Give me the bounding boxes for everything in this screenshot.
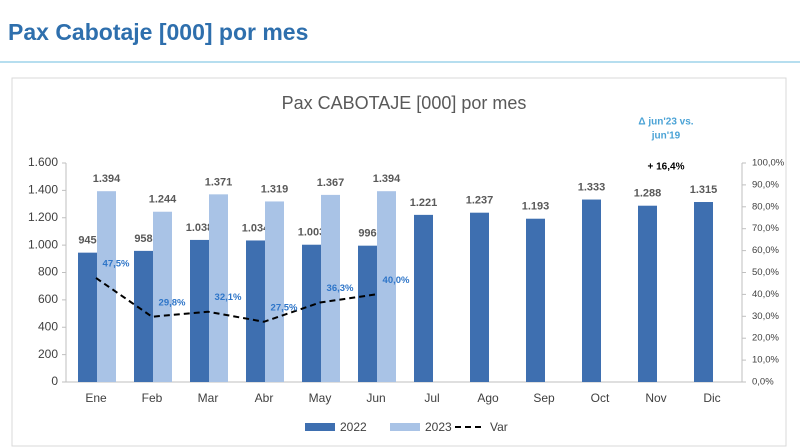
x-tick-label: Feb (142, 391, 163, 405)
bar (321, 194, 340, 382)
y-tick-label: 1.200 (28, 210, 58, 224)
bar-label: 1.003 (298, 227, 326, 239)
y-tick-label: 0 (51, 374, 58, 388)
line-label: 29,8% (159, 297, 186, 308)
y2-tick-label: 0,0% (752, 377, 774, 388)
bar-label: 996 (358, 228, 376, 240)
bar (134, 250, 153, 382)
y2-tick-label: 20,0% (752, 333, 779, 344)
y-tick-label: 400 (38, 319, 58, 333)
bar-label: 1.319 (261, 183, 289, 195)
line (95, 277, 377, 323)
annotation: + 16,4% (648, 162, 685, 173)
y2-tick-label: 100,0% (752, 158, 785, 169)
annotation: jun'19 (651, 131, 681, 142)
bar (209, 194, 228, 382)
bar (302, 244, 321, 382)
bar (582, 199, 601, 382)
bar-label: 1.288 (634, 188, 662, 200)
y-tick-label: 800 (38, 265, 58, 279)
bar-label: 1.315 (690, 184, 718, 196)
bar (153, 211, 172, 382)
x-tick-label: Mar (198, 391, 219, 405)
y2-tick-label: 60,0% (752, 245, 779, 256)
x-tick-label: Ene (85, 391, 107, 405)
legend-swatch (390, 423, 420, 431)
y-tick-label: 1.400 (28, 183, 58, 197)
y-tick-label: 600 (38, 292, 58, 306)
x-tick-label: Nov (645, 391, 666, 405)
bar (377, 191, 396, 382)
bar-label: 1.394 (93, 173, 121, 185)
bar (246, 240, 265, 382)
legend-label: 2022 (340, 420, 367, 434)
bar-label: 1.221 (410, 197, 438, 209)
y-tick-label: 1.600 (28, 155, 58, 169)
bar (78, 252, 97, 382)
x-tick-label: Dic (703, 391, 720, 405)
x-tick-label: Oct (591, 391, 610, 405)
y2-tick-label: 30,0% (752, 311, 779, 322)
line-label: 47,5% (103, 258, 130, 269)
annotation: Δ jun'23 vs. (638, 117, 693, 128)
y2-tick-label: 50,0% (752, 267, 779, 278)
bar-label: 1.367 (317, 177, 345, 189)
x-tick-label: Sep (533, 391, 555, 405)
bar-label: 1.333 (578, 181, 606, 193)
bar (694, 202, 713, 382)
line-label: 36,3% (327, 283, 354, 294)
y2-tick-label: 10,0% (752, 355, 779, 366)
chart-title: Pax CABOTAJE [000] por mes (282, 93, 527, 113)
bar-label: 1.034 (242, 222, 270, 234)
line-label: 27,5% (271, 302, 298, 313)
bar-label: 945 (78, 235, 96, 247)
bar (358, 245, 377, 382)
line-label: 40,0% (383, 275, 410, 286)
x-tick-label: Jul (424, 391, 439, 405)
y2-tick-label: 40,0% (752, 289, 779, 300)
slide-title: Pax Cabotaje [000] por mes (8, 19, 308, 45)
bar (190, 239, 209, 382)
bar (265, 201, 284, 382)
x-tick-label: Abr (255, 391, 274, 405)
bar-label: 1.244 (149, 194, 177, 206)
y-tick-label: 1.000 (28, 237, 58, 251)
y2-tick-label: 70,0% (752, 223, 779, 234)
bar-label: 1.193 (522, 201, 550, 213)
x-tick-label: Ago (477, 391, 499, 405)
y-tick-label: 200 (38, 347, 58, 361)
legend-label: Var (490, 420, 508, 434)
bar (470, 212, 489, 382)
bar-label: 1.038 (186, 222, 214, 234)
y2-tick-label: 90,0% (752, 179, 779, 190)
legend-label: 2023 (425, 420, 452, 434)
bar (638, 205, 657, 382)
bar-label: 1.237 (466, 195, 494, 207)
x-tick-label: Jun (366, 391, 385, 405)
legend-swatch (305, 423, 335, 431)
bar-label: 958 (134, 233, 152, 245)
bar (526, 218, 545, 382)
x-tick-label: May (309, 391, 332, 405)
bar (97, 191, 116, 382)
bar-label: 1.394 (373, 173, 401, 185)
bar (414, 214, 433, 382)
y2-tick-label: 80,0% (752, 201, 779, 212)
line-label: 32,1% (215, 292, 242, 303)
bar-label: 1.371 (205, 176, 233, 188)
